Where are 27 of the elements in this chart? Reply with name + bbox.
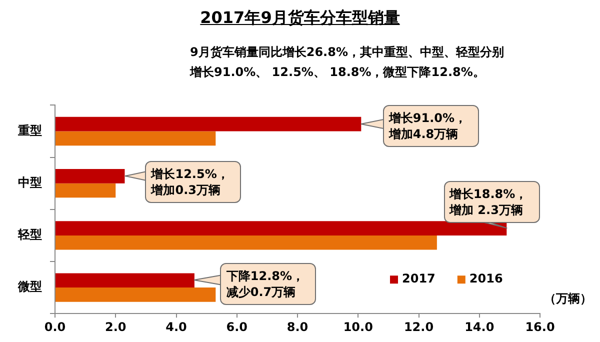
annotation: 增长18.8%，增加 2.3万辆 (444, 181, 540, 224)
chart-title: 2017年9月货车分车型销量 (199, 8, 401, 29)
y-tick-label: 轻型 (17, 228, 42, 242)
x-tick-label: 2.0 (104, 320, 126, 334)
bar (56, 288, 216, 302)
annotation: 增长91.0%，增加4.8万辆 (382, 105, 479, 148)
x-tick-label: 12.0 (404, 320, 434, 334)
y-tick-label: 微型 (17, 280, 42, 294)
x-tick-label: 10.0 (343, 320, 373, 334)
bar (56, 131, 216, 146)
annotation: 增长12.5%，增加0.3万辆 (145, 161, 242, 204)
x-tick-label: 4.0 (166, 320, 187, 334)
chart-subtitle: 9月货车销量同比增长26.8%，其中重型、中型、轻型分别增长91.0%、 12.5%、 18.8%，微型下降12.8%。 (190, 44, 505, 81)
x-tick-label: 0.0 (44, 320, 66, 334)
bar (56, 221, 507, 236)
bar (56, 235, 437, 250)
x-tick-label: 8.0 (286, 320, 308, 334)
y-tick-label: 重型 (17, 123, 42, 138)
legend-label: 2016 (469, 272, 503, 286)
legend-label: 2017 (402, 272, 436, 286)
x-tick-label: 16.0 (525, 320, 555, 334)
x-tick-label: 14.0 (464, 320, 494, 334)
annotation: 下降12.8%，减少0.7万辆 (220, 263, 316, 306)
x-axis-title: （万辆） (544, 292, 592, 306)
y-tick-label: 中型 (18, 175, 42, 190)
bar (56, 183, 116, 198)
x-tick-label: 6.0 (226, 320, 248, 334)
